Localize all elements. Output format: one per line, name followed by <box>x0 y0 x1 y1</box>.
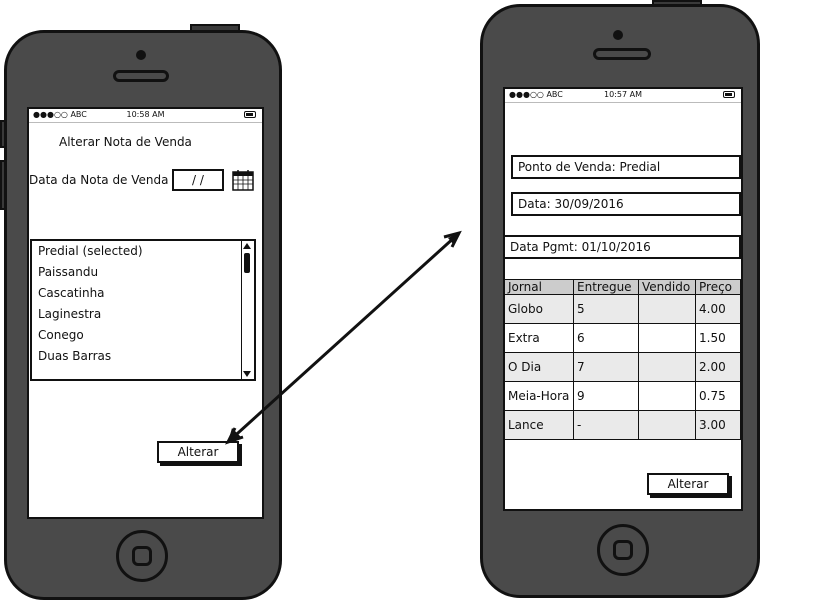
list-item[interactable]: Conego <box>38 328 84 342</box>
data-field[interactable]: Data: 30/09/2016 <box>511 192 741 216</box>
cell-preco[interactable]: 2.00 <box>695 352 741 382</box>
list-item[interactable]: Predial (selected) <box>38 244 143 258</box>
cell-preco[interactable]: 3.00 <box>695 410 741 440</box>
list-item[interactable]: Paissandu <box>38 265 99 279</box>
cell-jornal: Lance <box>505 410 574 440</box>
table-header-row: Jornal Entregue Vendido Preço <box>505 279 741 295</box>
right-phone-screen: ●●●○○ ABC 10:57 AM Ponto de Venda: Predi… <box>503 87 743 511</box>
cell-preco[interactable]: 4.00 <box>695 294 741 324</box>
list-scrollbar[interactable] <box>241 241 254 379</box>
header-preco: Preço <box>695 279 741 295</box>
cell-vendido[interactable] <box>638 381 696 411</box>
clock-text: 10:58 AM <box>126 110 165 119</box>
clock-text: 10:57 AM <box>604 90 642 99</box>
cell-vendido[interactable] <box>638 410 696 440</box>
home-square-icon <box>613 540 633 560</box>
left-phone-screen: ●●●○○ ABC 10:58 AM Alterar Nota de Venda… <box>27 107 264 519</box>
table-row: O Dia 7 2.00 <box>505 352 741 382</box>
right-phone-speaker <box>593 48 651 60</box>
right-phone-camera <box>613 30 623 40</box>
cell-jornal: Extra <box>505 323 574 353</box>
header-vendido: Vendido <box>638 279 696 295</box>
cell-jornal: O Dia <box>505 352 574 382</box>
left-status-bar: ●●●○○ ABC 10:58 AM <box>29 109 262 123</box>
cell-jornal: Globo <box>505 294 574 324</box>
home-square-icon <box>132 546 152 566</box>
data-pgmt-field[interactable]: Data Pgmt: 01/10/2016 <box>505 235 741 259</box>
cell-entregue[interactable]: 6 <box>573 323 639 353</box>
list-item[interactable]: Duas Barras <box>38 349 112 363</box>
jornal-table: Jornal Entregue Vendido Preço Globo 5 4.… <box>505 279 741 440</box>
list-item[interactable]: Cascatinha <box>38 286 105 300</box>
scroll-up-icon[interactable] <box>243 243 251 249</box>
cell-preco[interactable]: 1.50 <box>695 323 741 353</box>
left-phone-home-button[interactable] <box>116 530 168 582</box>
right-status-bar: ●●●○○ ABC 10:57 AM <box>505 89 741 103</box>
scroll-thumb[interactable] <box>244 253 250 273</box>
cell-preco[interactable]: 0.75 <box>695 381 741 411</box>
table-row: Globo 5 4.00 <box>505 294 741 324</box>
table-row: Extra 6 1.50 <box>505 323 741 353</box>
date-input[interactable]: / / <box>172 169 224 191</box>
list-item[interactable]: Laginestra <box>38 307 102 321</box>
carrier-text: ●●●○○ ABC <box>509 90 563 99</box>
header-entregue: Entregue <box>573 279 639 295</box>
ponto-venda-field[interactable]: Ponto de Venda: Predial <box>511 155 741 179</box>
battery-icon <box>244 111 256 118</box>
scroll-down-icon[interactable] <box>243 371 251 377</box>
left-phone-camera <box>136 50 146 60</box>
header-jornal: Jornal <box>505 279 574 295</box>
carrier-text: ●●●○○ ABC <box>33 110 87 119</box>
sales-point-list[interactable]: Predial (selected) Paissandu Cascatinha … <box>30 239 256 381</box>
table-row: Meia-Hora 9 0.75 <box>505 381 741 411</box>
right-phone: ●●●○○ ABC 10:57 AM Ponto de Venda: Predi… <box>480 4 760 598</box>
cell-jornal: Meia-Hora <box>505 381 574 411</box>
calendar-icon[interactable] <box>232 169 254 191</box>
cell-entregue[interactable]: 9 <box>573 381 639 411</box>
page-title: Alterar Nota de Venda <box>59 135 192 149</box>
right-phone-home-button[interactable] <box>597 524 649 576</box>
cell-entregue[interactable]: 5 <box>573 294 639 324</box>
alterar-button-right[interactable]: Alterar <box>647 473 729 495</box>
date-label: Data da Nota de Venda <box>29 173 169 187</box>
left-phone-speaker <box>113 70 169 82</box>
table-row: Lance - 3.00 <box>505 410 741 440</box>
alterar-button-left[interactable]: Alterar <box>157 441 239 463</box>
cell-entregue[interactable]: - <box>573 410 639 440</box>
cell-vendido[interactable] <box>638 294 696 324</box>
cell-entregue[interactable]: 7 <box>573 352 639 382</box>
left-phone: ●●●○○ ABC 10:58 AM Alterar Nota de Venda… <box>4 30 282 600</box>
cell-vendido[interactable] <box>638 323 696 353</box>
cell-vendido[interactable] <box>638 352 696 382</box>
battery-icon <box>723 91 735 98</box>
